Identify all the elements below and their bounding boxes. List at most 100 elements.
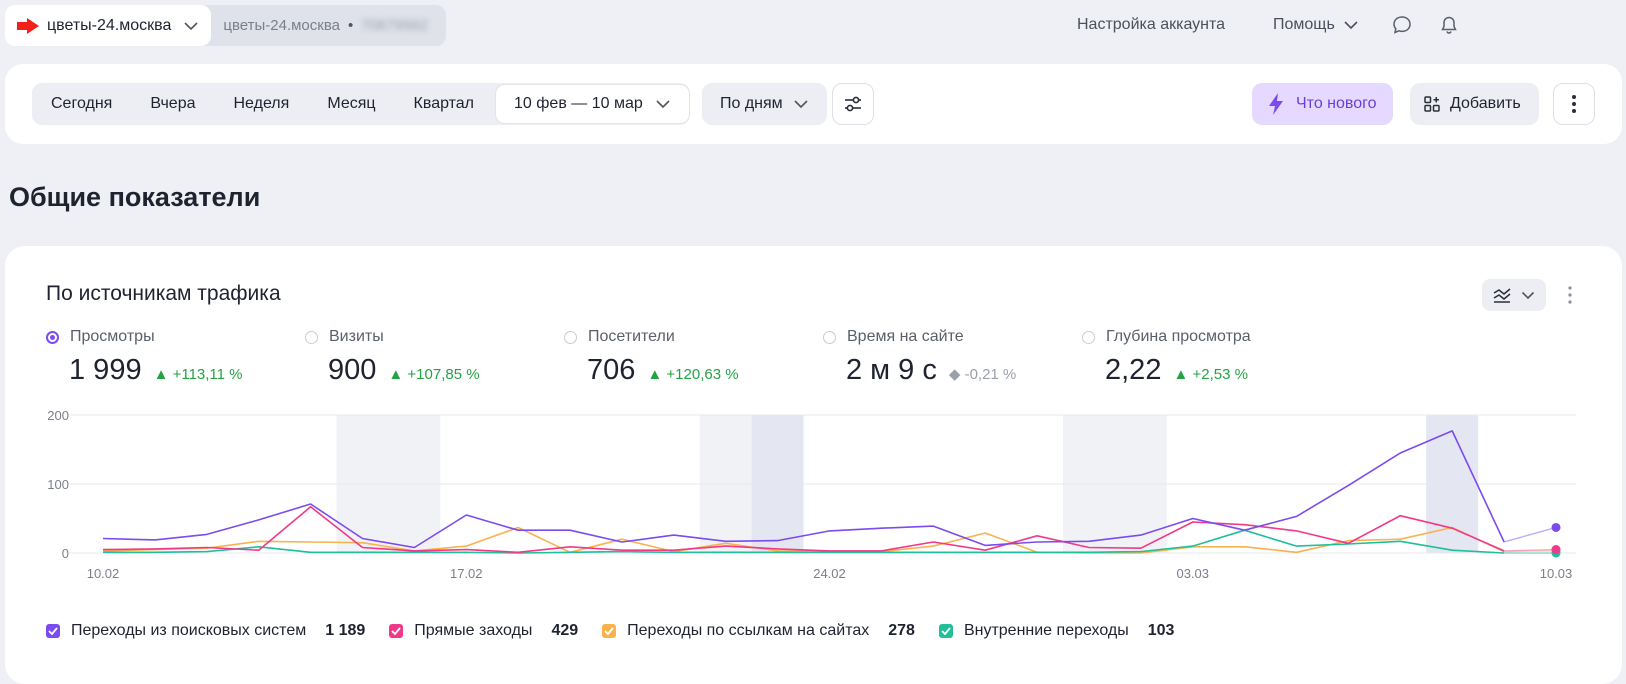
add-widget-icon [1424,96,1440,112]
period-month[interactable]: Месяц [327,95,376,112]
period-week[interactable]: Неделя [233,95,290,112]
metric-delta-value: +107,85 % [407,366,480,383]
chevron-down-icon [794,100,808,109]
metric-value: 2,22 [1105,354,1162,386]
series-line-incomplete [1504,548,1557,552]
kebab-menu-icon [1568,286,1572,304]
legend-label: Переходы по ссылкам на сайтах [627,622,870,639]
series-line-incomplete [1503,526,1557,543]
series-line [102,526,1505,554]
metric-time-on-site[interactable]: Время на сайте 2 м 9 с ◆ -0,21 % [823,328,1016,387]
metric-delta: ▲ +107,85 % [388,366,480,383]
card-title: По источникам трафика [46,282,281,305]
card-more-button[interactable] [1562,282,1578,308]
legend-item-direct[interactable]: Прямые заходы 429 [389,622,578,640]
metric-visitors[interactable]: Посетители 706 ▲ +120,63 % [564,328,739,387]
legend-item-internal[interactable]: Внутренние переходы 103 [938,622,1175,640]
metric-delta: ▲ +113,11 % [153,366,243,383]
whats-new-button[interactable]: Что нового [1252,83,1393,125]
lightning-icon [1269,93,1283,115]
series-line [102,506,1505,554]
y-tick-label: 200 [47,408,69,423]
metric-label: Просмотры [70,328,155,345]
filter-settings-button[interactable] [832,83,874,125]
site-selector[interactable]: цветы-24.москва [5,5,212,46]
metric-radio[interactable] [46,330,59,344]
metric-delta: ◆ -0,21 % [948,366,1017,383]
checkbox-icon[interactable] [938,624,953,638]
series-line [103,529,1505,554]
section-title: Общие показатели [9,182,261,212]
checkbox-icon[interactable] [602,624,617,638]
metric-value: 706 [587,354,636,386]
chevron-down-icon [1344,21,1358,30]
chart-legend: Переходы из поисковых систем 1 189 Прямы… [46,622,1198,640]
counter-info: цветы-24.москва • 70679562 [211,17,446,34]
metric-value: 2 м 9 с [846,354,937,386]
metric-pageviews[interactable]: Просмотры 1 999 ▲ +113,11 % [46,328,243,387]
site-switcher[interactable]: цветы-24.москва цветы-24.москва • 706795… [5,5,446,46]
traffic-chart[interactable]: 200 100 0 10.02 17.02 24.02 03.03 10.03 [5,396,1622,596]
legend-item-referral[interactable]: Переходы по ссылкам на сайтах 278 [602,622,915,640]
whats-new-label: Что нового [1296,95,1377,112]
series-line-incomplete [1504,550,1557,553]
period-quarter[interactable]: Квартал [413,95,475,112]
chat-icon[interactable] [1391,14,1413,36]
metric-page-depth[interactable]: Глубина просмотра 2,22 ▲ +2,53 % [1082,328,1251,387]
separator-dot: • [347,17,354,34]
metric-delta: ▲ +2,53 % [1173,366,1248,383]
legend-item-search[interactable]: Переходы из поисковых систем 1 189 [46,622,365,640]
legend-value: 278 [888,622,915,639]
metric-delta-value: +113,11 % [172,366,243,383]
x-tick-label: 10.02 [87,566,120,581]
x-tick-label: 10.03 [1540,566,1573,581]
help-menu[interactable]: Помощь [1273,0,1359,50]
x-tick-label: 03.03 [1176,566,1209,581]
series-line [102,430,1505,549]
checkbox-icon[interactable] [389,624,404,638]
metric-radio[interactable] [305,330,318,344]
metric-radio[interactable] [1082,330,1095,344]
period-yesterday[interactable]: Вчера [150,95,196,112]
period-today[interactable]: Сегодня [51,95,113,112]
bell-icon[interactable] [1438,14,1460,36]
metrica-logo-icon [17,17,39,34]
legend-value: 103 [1147,622,1175,639]
metric-radio[interactable] [564,330,577,344]
chevron-down-icon [184,21,198,30]
sliders-icon [845,96,861,112]
series-last-point [1551,522,1561,532]
legend-label: Прямые заходы [414,622,533,639]
date-range-picker[interactable]: 10 фев — 10 мар [495,84,690,124]
account-settings-link[interactable]: Настройка аккаунта [1077,16,1226,33]
metric-label: Визиты [329,328,384,345]
legend-value: 1 189 [325,622,366,639]
metric-label: Глубина просмотра [1106,328,1251,345]
metric-value: 1 999 [69,354,142,386]
y-tick-label: 0 [62,546,69,561]
metric-visits[interactable]: Визиты 900 ▲ +107,85 % [305,328,480,387]
metric-label: Посетители [588,328,675,345]
more-options-button[interactable] [1553,83,1595,125]
metric-delta-value: -0,21 % [964,366,1017,383]
line-chart-icon [1493,288,1511,303]
site-domain: цветы-24.москва [223,17,340,34]
metric-delta: ▲ +120,63 % [647,366,739,383]
group-by-dropdown[interactable]: По дням [702,83,827,125]
x-tick-label: 24.02 [813,566,846,581]
add-widget-button[interactable]: Добавить [1410,83,1539,125]
chevron-down-icon [1521,291,1535,299]
metric-value: 900 [328,354,377,386]
period-selector: Сегодня Вчера Неделя Месяц Квартал 10 фе… [32,83,690,125]
metric-delta-value: +2,53 % [1192,366,1248,383]
metric-radio[interactable] [823,330,836,344]
top-bar: цветы-24.москва цветы-24.москва • 706795… [0,0,1626,52]
chevron-down-icon [656,100,670,109]
series-last-point [1551,545,1561,555]
filter-bar: Сегодня Вчера Неделя Месяц Квартал 10 фе… [5,64,1622,144]
checkbox-icon[interactable] [46,624,60,638]
y-tick-label: 100 [47,477,69,492]
counter-id: 70679562 [361,17,428,34]
legend-label: Внутренние переходы [963,622,1129,639]
chart-type-selector[interactable] [1482,279,1546,311]
